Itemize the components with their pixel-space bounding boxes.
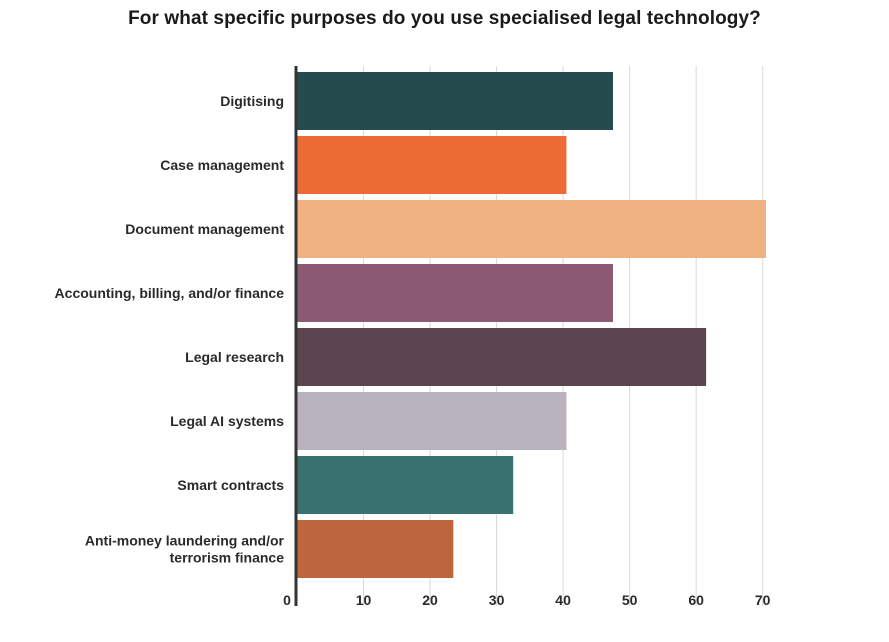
x-tick-label: 40 xyxy=(555,592,571,608)
bars xyxy=(297,72,766,578)
bar xyxy=(297,392,567,450)
bar xyxy=(297,328,707,386)
x-tick-label: 10 xyxy=(356,592,372,608)
category-label: Case management xyxy=(160,157,284,173)
x-tick-label: 0 xyxy=(283,592,291,608)
category-label: Digitising xyxy=(220,93,284,109)
bar xyxy=(297,136,567,194)
x-tick-label: 20 xyxy=(422,592,438,608)
category-label: Document management xyxy=(125,221,284,237)
bar xyxy=(297,264,613,322)
x-tick-label: 70 xyxy=(755,592,771,608)
bar xyxy=(297,520,454,578)
x-tick-label: 30 xyxy=(489,592,505,608)
x-tick-label: 60 xyxy=(688,592,704,608)
bar xyxy=(297,456,514,514)
category-label: Legal research xyxy=(185,349,284,365)
category-label: terrorism finance xyxy=(170,550,285,566)
category-label: Anti-money laundering and/or xyxy=(85,533,285,549)
category-labels: Digitising Case management Document manage… xyxy=(55,93,285,566)
x-tick-label: 50 xyxy=(622,592,638,608)
x-tick-labels: 0 10 20 30 40 50 60 70 xyxy=(283,592,771,608)
category-label: Smart contracts xyxy=(177,477,284,493)
category-label: Legal AI systems xyxy=(170,413,284,429)
bar xyxy=(297,72,613,130)
chart-title: For what specific purposes do you use sp… xyxy=(128,8,761,29)
category-label: Accounting, billing, and/or finance xyxy=(55,285,285,301)
bar xyxy=(297,200,766,258)
